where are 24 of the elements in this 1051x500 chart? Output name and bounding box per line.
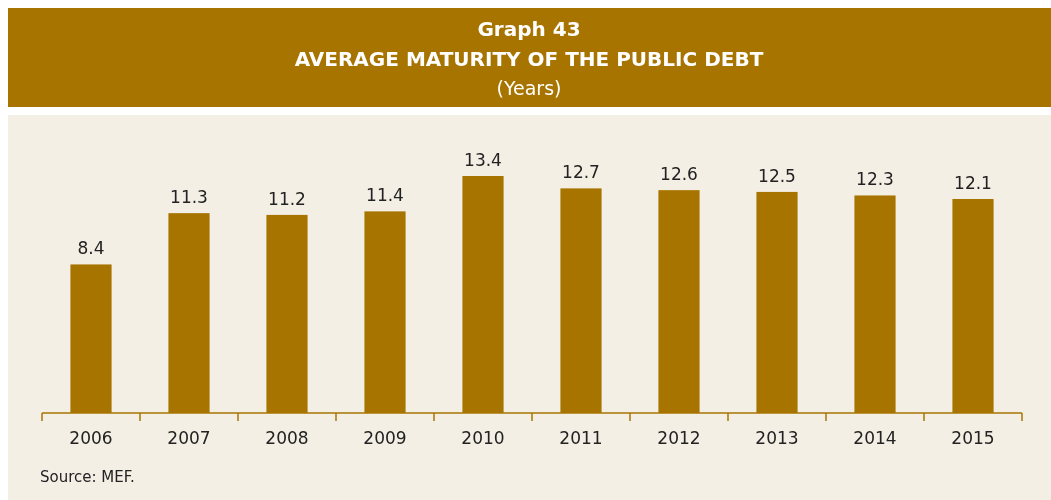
data-label: 11.3 [170,187,208,208]
x-tick-label: 2006 [69,428,113,448]
y-axis-title: (Years) [496,77,562,99]
x-tick-label: 2010 [461,428,505,448]
data-label: 12.7 [562,162,600,183]
x-tick-label: 2008 [265,428,309,448]
data-label: 12.5 [758,165,796,186]
chart-title: Graph 43 [477,17,581,41]
x-tick-label: 2007 [167,428,211,448]
x-tick-label: 2015 [951,428,995,448]
x-tick-label: 2011 [559,428,603,448]
data-label: 13.4 [464,150,502,170]
data-label: 12.1 [954,172,992,193]
data-label: 12.3 [856,169,894,190]
data-label: 11.4 [366,185,404,206]
x-tick-label: 2012 [657,428,701,448]
data-label: 12.6 [660,164,698,185]
x-tick-label: 2009 [363,428,407,448]
x-tick-label: 2013 [755,428,799,448]
source-note: Source: MEF. [40,468,135,486]
chart-subtitle: AVERAGE MATURITY OF THE PUBLIC DEBT [294,47,764,71]
x-tick-label: 2014 [853,428,897,448]
data-label: 11.2 [268,188,306,209]
data-label: 8.4 [77,238,105,259]
